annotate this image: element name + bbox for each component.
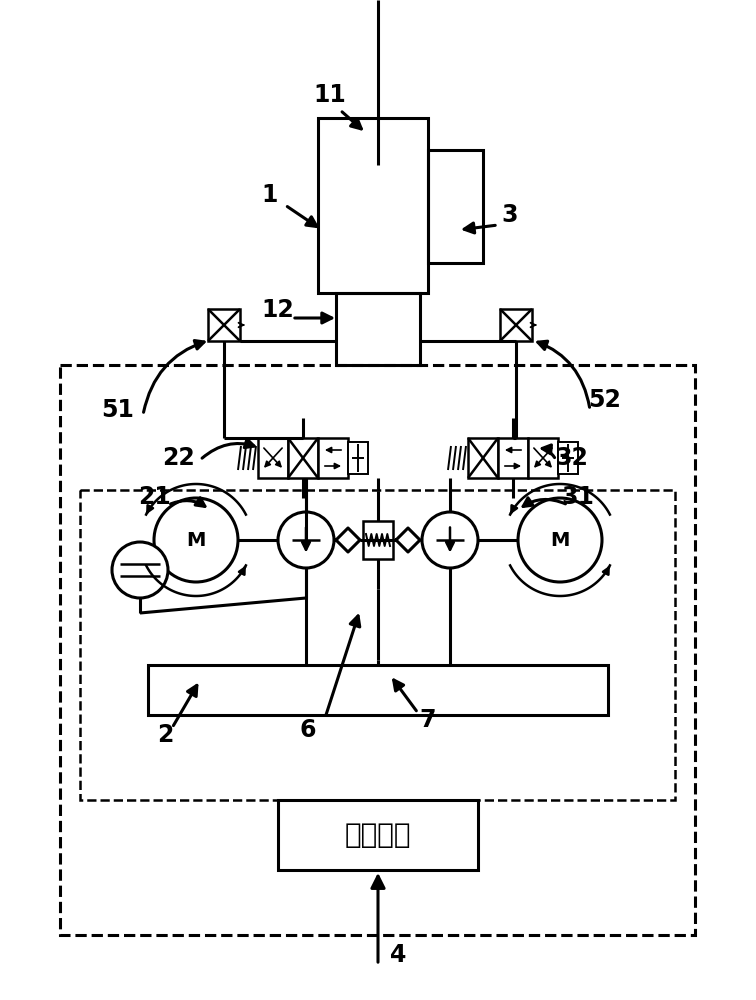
Bar — [208, 309, 240, 341]
Text: 21: 21 — [138, 485, 172, 509]
FancyArrowPatch shape — [523, 498, 565, 506]
Text: 32: 32 — [556, 446, 588, 470]
Text: 控制单元: 控制单元 — [345, 821, 411, 849]
Bar — [278, 800, 478, 870]
Text: 3: 3 — [502, 203, 519, 227]
Bar — [528, 438, 558, 478]
FancyArrowPatch shape — [538, 341, 590, 407]
Text: M: M — [550, 530, 570, 550]
FancyArrowPatch shape — [542, 445, 555, 458]
Text: 11: 11 — [314, 83, 346, 107]
Text: 2: 2 — [156, 723, 173, 747]
Bar — [60, 365, 695, 935]
Text: 6: 6 — [299, 718, 316, 742]
Bar — [500, 309, 532, 341]
Text: 51: 51 — [101, 398, 135, 422]
Bar — [363, 521, 393, 559]
Circle shape — [518, 498, 602, 582]
Bar — [318, 118, 428, 293]
Bar — [318, 438, 348, 478]
FancyArrowPatch shape — [171, 498, 205, 506]
Text: M: M — [186, 530, 206, 550]
Circle shape — [112, 542, 168, 598]
Bar — [468, 438, 498, 478]
Text: 12: 12 — [262, 298, 294, 322]
Bar — [498, 438, 528, 478]
Bar — [428, 150, 483, 263]
FancyArrowPatch shape — [144, 341, 204, 412]
Bar — [348, 442, 368, 474]
Circle shape — [154, 498, 238, 582]
Circle shape — [422, 512, 478, 568]
Bar — [288, 438, 318, 478]
FancyArrowPatch shape — [202, 439, 254, 458]
Bar — [558, 442, 578, 474]
Text: 31: 31 — [562, 485, 594, 509]
Text: 52: 52 — [589, 388, 621, 412]
Text: 4: 4 — [390, 943, 406, 967]
Circle shape — [278, 512, 334, 568]
Bar — [80, 490, 675, 800]
Bar — [336, 293, 420, 365]
Text: 1: 1 — [262, 183, 278, 207]
Text: 7: 7 — [420, 708, 436, 732]
Text: 22: 22 — [162, 446, 194, 470]
Bar — [258, 438, 288, 478]
Bar — [148, 665, 608, 715]
